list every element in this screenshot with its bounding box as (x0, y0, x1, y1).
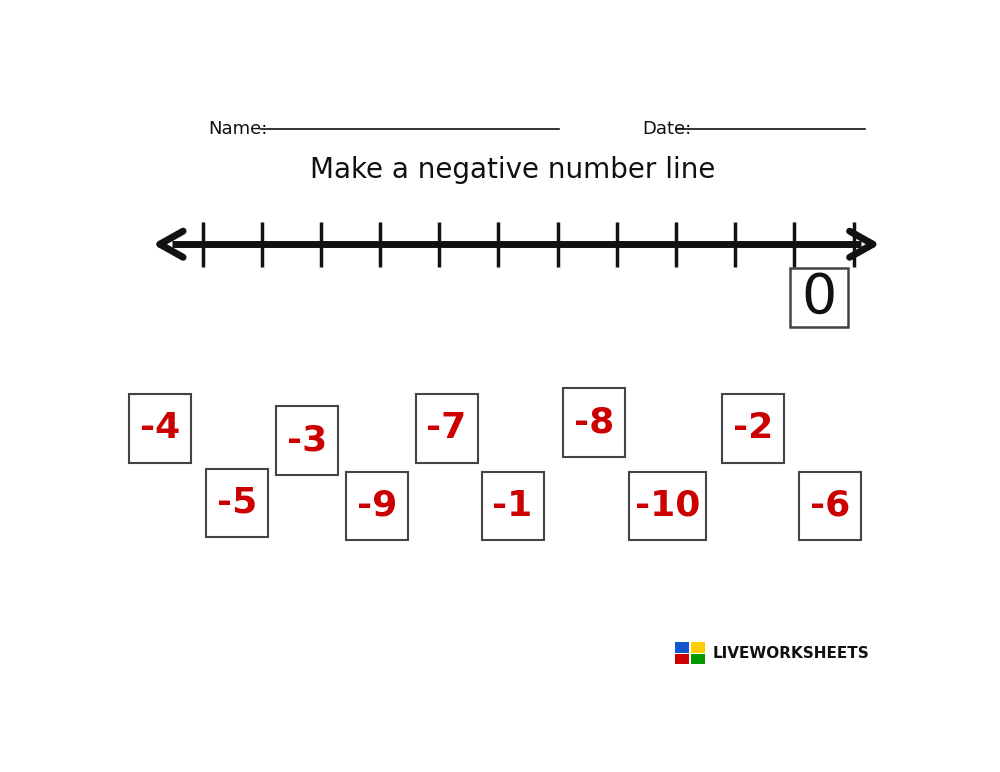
FancyBboxPatch shape (675, 642, 689, 652)
FancyBboxPatch shape (691, 654, 705, 665)
FancyBboxPatch shape (722, 394, 784, 462)
Text: -5: -5 (217, 486, 258, 520)
Text: -3: -3 (287, 423, 327, 457)
FancyBboxPatch shape (276, 406, 338, 475)
FancyBboxPatch shape (482, 472, 544, 540)
FancyBboxPatch shape (799, 472, 861, 540)
Text: -6: -6 (810, 489, 850, 523)
FancyBboxPatch shape (675, 654, 689, 665)
Text: -4: -4 (140, 411, 180, 445)
Text: -10: -10 (635, 489, 700, 523)
Text: -9: -9 (357, 489, 397, 523)
FancyBboxPatch shape (629, 472, 706, 540)
FancyBboxPatch shape (206, 469, 268, 537)
FancyBboxPatch shape (790, 268, 848, 327)
Text: Date:: Date: (643, 120, 692, 138)
Text: -2: -2 (733, 411, 773, 445)
Text: LIVEWORKSHEETS: LIVEWORKSHEETS (712, 645, 869, 661)
Text: Make a negative number line: Make a negative number line (310, 156, 715, 184)
FancyBboxPatch shape (563, 388, 625, 457)
FancyBboxPatch shape (346, 472, 408, 540)
Text: -1: -1 (492, 489, 533, 523)
Text: -7: -7 (426, 411, 467, 445)
Text: 0: 0 (801, 271, 836, 325)
Text: -8: -8 (574, 405, 614, 439)
Text: Name:: Name: (209, 120, 268, 138)
FancyBboxPatch shape (416, 394, 478, 462)
FancyBboxPatch shape (691, 642, 705, 652)
FancyBboxPatch shape (129, 394, 191, 462)
